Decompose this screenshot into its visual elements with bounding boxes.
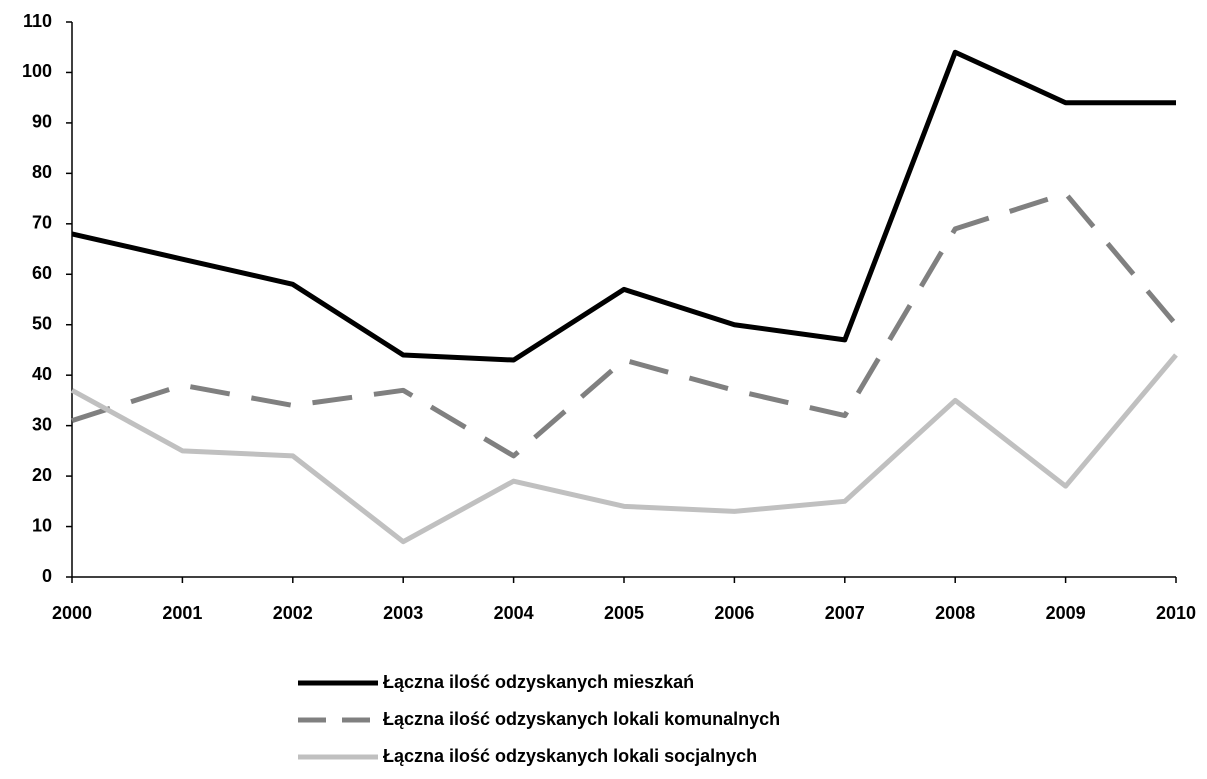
series-line <box>71 49 1176 363</box>
y-tick-label: 70 <box>32 213 52 233</box>
y-tick-label: 20 <box>32 465 52 485</box>
legend-label: Łączna ilość odzyskanych mieszkań <box>383 672 694 692</box>
y-tick-label: 100 <box>22 61 52 81</box>
y-tick-label: 10 <box>32 515 52 535</box>
y-tick-label: 60 <box>32 263 52 283</box>
x-tick-label: 2006 <box>714 603 754 623</box>
legend-label: Łączna ilość odzyskanych lokali komunaln… <box>383 709 780 729</box>
legend-label: Łączna ilość odzyskanych lokali socjalny… <box>383 746 757 766</box>
y-tick-label: 50 <box>32 313 52 333</box>
y-tick-label: 110 <box>23 11 52 31</box>
y-tick-label: 30 <box>32 414 52 434</box>
y-tick-label: 90 <box>32 112 52 132</box>
y-tick-label: 0 <box>42 566 52 586</box>
x-tick-label: 2009 <box>1046 603 1086 623</box>
x-tick-label: 2003 <box>383 603 423 623</box>
x-tick-label: 2000 <box>52 603 92 623</box>
series-line <box>71 191 1178 459</box>
x-tick-label: 2010 <box>1156 603 1196 623</box>
x-tick-label: 2005 <box>604 603 644 623</box>
x-tick-label: 2007 <box>825 603 865 623</box>
series-line <box>70 353 1178 545</box>
x-tick-label: 2001 <box>162 603 202 623</box>
y-tick-label: 80 <box>32 162 52 182</box>
y-tick-label: 40 <box>32 364 52 384</box>
x-tick-label: 2002 <box>273 603 313 623</box>
x-tick-label: 2004 <box>494 603 534 623</box>
x-tick-label: 2008 <box>935 603 975 623</box>
